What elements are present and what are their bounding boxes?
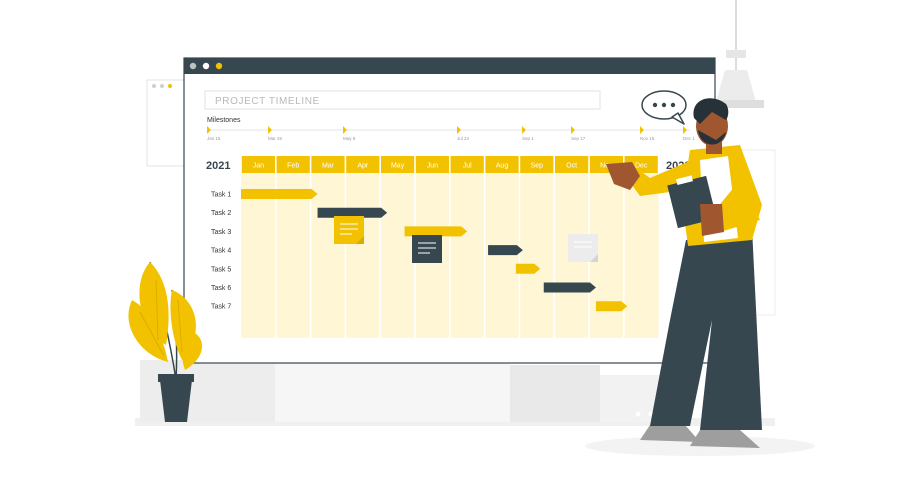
person-hand-lower [700, 204, 724, 236]
person-hand [606, 162, 640, 190]
month-label: Mar [322, 163, 335, 170]
task-label: Task 4 [211, 248, 231, 255]
month-label: Jun [427, 163, 438, 170]
person-arm-lower [712, 180, 760, 232]
person-shoe-right [690, 430, 760, 448]
milestone-date: Dec 1 [683, 136, 695, 141]
milestone-date: Jan 15 [207, 136, 221, 141]
cabinet-right [510, 365, 600, 422]
cabinet-knob [635, 411, 641, 417]
cabinet-mid [275, 360, 510, 422]
month-label: Sep [531, 163, 544, 170]
back-panel-dot [168, 84, 172, 88]
month-cell [311, 156, 345, 173]
task-bar[interactable] [404, 226, 468, 237]
month-label: Nov [600, 163, 613, 170]
back-panel-dot [152, 84, 156, 88]
person-beard [698, 130, 726, 145]
back-panel-left [146, 79, 186, 167]
clipboard-clip [676, 175, 693, 186]
month-cell [381, 156, 415, 173]
window-dot[interactable] [189, 62, 197, 70]
year-start: 2021 [206, 160, 230, 172]
window-dot[interactable] [215, 62, 223, 70]
person-legs [650, 228, 762, 430]
speech-bubble-icon [641, 90, 687, 125]
milestone-date: Jul 24 [457, 136, 470, 141]
month-cell [276, 156, 310, 173]
milestone-marker [457, 126, 461, 134]
task-bar[interactable] [317, 207, 388, 218]
month-label: Aug [496, 163, 509, 170]
task-label: Task 3 [211, 229, 231, 236]
milestone-marker [640, 126, 644, 134]
month-label: May [391, 163, 405, 170]
task-bar[interactable] [241, 189, 318, 199]
milestone-date: Sep 17 [571, 136, 586, 141]
month-label: Oct [566, 163, 577, 170]
timeline-window: PROJECT TIMELINE Milestones Jan 15 Mar 25… [183, 57, 716, 364]
pendant-lamp-icon [708, 0, 764, 108]
month-cell [450, 156, 484, 173]
milestone-marker [343, 126, 347, 134]
milestone-marker [207, 126, 211, 134]
task-bar[interactable] [595, 301, 628, 312]
milestones-track: Jan 15 Mar 25 May 8 Jul 24 Sep 1 Sep 17 Nov 15… [207, 126, 695, 141]
person-shoe-left [640, 425, 700, 442]
window-control-dots[interactable] [189, 62, 223, 70]
task-bar[interactable] [488, 245, 523, 256]
title-box [204, 90, 601, 110]
month-cell [520, 156, 554, 173]
month-cell [346, 156, 380, 173]
task-bar[interactable] [515, 263, 541, 274]
month-label: Jul [463, 163, 472, 170]
month-label: Jan [253, 163, 264, 170]
milestone-marker [268, 126, 272, 134]
month-header: Jan Feb Mar Apr May Jun Jul Aug Sep Oct Nov Dec [241, 156, 658, 173]
plant-icon [128, 261, 203, 422]
milestones-label: Milestones [207, 117, 241, 124]
milestone-date: May 8 [343, 136, 356, 141]
task-label: Task 7 [211, 304, 231, 311]
milestone-marker [683, 126, 687, 134]
back-panel-dot [160, 84, 164, 88]
task-label: Task 1 [211, 192, 231, 199]
window-dot[interactable] [202, 62, 210, 70]
month-label: Feb [287, 163, 299, 170]
month-label: Dec [635, 163, 648, 170]
cabinet-left [140, 360, 275, 422]
sticky-note-icon [568, 234, 598, 262]
sticky-note-icon [412, 235, 442, 263]
person-hair [693, 98, 729, 124]
task-label: Task 6 [211, 285, 231, 292]
presenter-person [585, 98, 815, 456]
milestone-date: Mar 25 [268, 136, 283, 141]
milestone-marker [571, 126, 575, 134]
background-decor [135, 79, 776, 426]
month-label: Apr [357, 163, 369, 170]
month-cell [241, 156, 275, 173]
milestone-date: Sep 1 [522, 136, 534, 141]
month-cell [485, 156, 519, 173]
page-title: PROJECT TIMELINE [215, 96, 320, 107]
month-cell [415, 156, 449, 173]
milestone-marker [522, 126, 526, 134]
milestone-date: Nov 15 [640, 136, 655, 141]
month-cell [555, 156, 589, 173]
sticky-note-icon [334, 216, 364, 244]
task-list: Task 1 Task 2 Task 3 Task 4 Task 5 Task 6 Task… [211, 189, 628, 312]
task-bar[interactable] [543, 282, 596, 293]
task-label: Task 5 [211, 266, 231, 273]
task-label: Task 2 [211, 210, 231, 217]
window-titlebar [184, 58, 715, 74]
